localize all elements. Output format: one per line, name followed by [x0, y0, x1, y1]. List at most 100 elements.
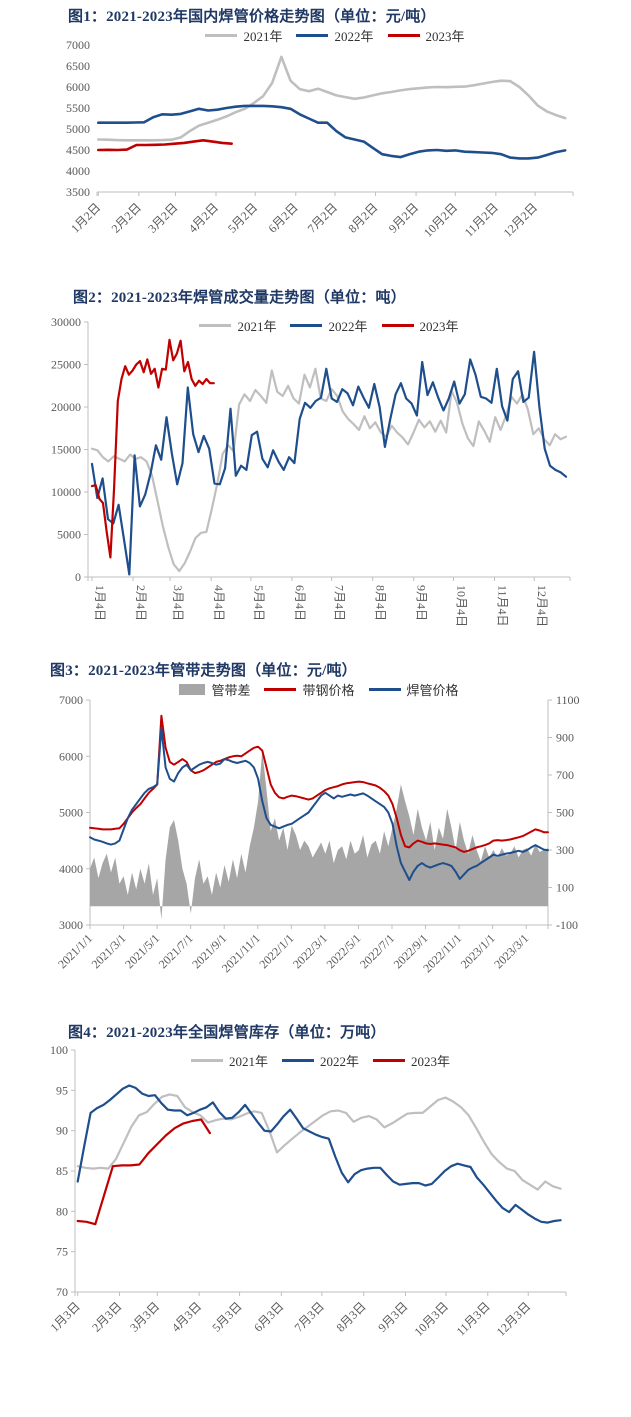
- x-axis-tick-label: 9月3日: [375, 1299, 410, 1334]
- legend-item-带钢价格: 带钢价格: [264, 680, 355, 699]
- legend-item-2022年: 2022年: [281, 1051, 359, 1070]
- y-axis-tick-label: 10000: [51, 485, 81, 499]
- legend-label: 2022年: [328, 319, 368, 334]
- legend-item-2021年: 2021年: [199, 316, 276, 335]
- series-line-带钢价格: [89, 714, 549, 853]
- series-line-2021年: [97, 55, 567, 142]
- x-axis-tick-label: 10月2日: [421, 200, 461, 240]
- y-axis-tick-label: 3000: [59, 918, 83, 932]
- legend-label: 2023年: [411, 1054, 451, 1069]
- x-axis-tick-label: 3月2日: [145, 200, 180, 235]
- x-axis-tick-label: 12月4日: [535, 585, 549, 627]
- x-axis-tick-label: 9月4日: [415, 585, 429, 621]
- x-axis-tick-label: 6月2日: [266, 200, 301, 235]
- legend-label: 2023年: [425, 29, 465, 44]
- legend-label: 2021年: [243, 29, 283, 44]
- x-axis-tick-label: 7月3日: [292, 1299, 327, 1334]
- y-axis-right-tick-label: 900: [556, 731, 574, 745]
- legend-item-焊管价格: 焊管价格: [368, 680, 459, 699]
- legend-swatch-2022年: [281, 1059, 314, 1062]
- x-axis-tick-label: 1月2日: [68, 200, 103, 235]
- legend-item-2022年: 2022年: [290, 316, 368, 335]
- series-line-2022年: [97, 104, 567, 160]
- legend-label: 2022年: [334, 29, 374, 44]
- x-axis-tick-label: 8月3日: [333, 1299, 368, 1334]
- figure-3-legend: 管带差 带钢价格 焊管价格: [90, 680, 548, 699]
- series-line-焊管价格: [89, 727, 549, 881]
- x-axis-tick-label: 5月4日: [252, 585, 266, 621]
- x-axis-tick-label: 11月3日: [454, 1299, 493, 1338]
- x-axis-tick-label: 11月2日: [462, 200, 501, 239]
- figure-3-chart-canvas: 7000 6000 5000 4000 3000 1100 900 700 500 300 100 -…: [55, 693, 580, 975]
- x-axis-tick-label: 5月2日: [225, 200, 260, 235]
- legend-swatch-2022年: [290, 324, 323, 327]
- x-axis-tick-label: 2021/3/1: [89, 931, 129, 971]
- figure-4-title: 图4：2021-2023年全国焊管库存（单位：万吨）: [68, 1025, 386, 1041]
- figure-2-legend: 2021年 2022年 2023年: [88, 316, 570, 335]
- y-axis-tick-label: 20000: [51, 400, 81, 414]
- legend-label: 2023年: [419, 319, 459, 334]
- x-axis-tick-label: 3月3日: [127, 1299, 162, 1334]
- y-axis-tick-label: 95: [56, 1083, 68, 1097]
- legend-swatch-带钢价格: [264, 688, 297, 691]
- figure-1-section: 7000 6500 6000 5500 5000 4500 4000 3500 1月2日 2月2日…: [0, 0, 631, 280]
- x-axis-tick-label: 2021/5/1: [122, 931, 162, 971]
- x-axis-tick-label: 5月3日: [209, 1299, 244, 1334]
- y-axis-tick-label: 4000: [66, 164, 90, 178]
- legend-item-2022年: 2022年: [296, 26, 374, 45]
- x-axis-tick-label: 2月4日: [134, 585, 148, 621]
- figure-4-section: 100 95 90 85 80 75 70 1月3日 2月3日 3月3日 4月3日 5月3日 6月3日 7…: [0, 1015, 631, 1417]
- y-axis-tick-label: 4000: [59, 862, 83, 876]
- x-axis-tick-label: 9月2日: [386, 200, 421, 235]
- y-axis-tick-label: 6000: [59, 749, 83, 763]
- y-axis-tick-label: 5000: [57, 528, 81, 542]
- x-axis-tick-label: 2月2日: [109, 200, 144, 235]
- figure-4-legend: 2021年 2022年 2023年: [75, 1051, 566, 1070]
- legend-item-2021年: 2021年: [205, 26, 282, 45]
- x-axis-tick-label: 10月4日: [454, 585, 468, 627]
- y-axis-tick-label: 80: [56, 1204, 68, 1218]
- figure-2-title: 图2：2021-2023年焊管成交量走势图（单位：吨）: [73, 290, 406, 306]
- x-axis-tick-label: 2023/3/1: [491, 931, 531, 971]
- x-axis-tick-label: 7月4日: [333, 585, 347, 621]
- y-axis-tick-label: 15000: [51, 443, 81, 457]
- x-axis-tick-label: 2月3日: [89, 1299, 124, 1334]
- x-axis-tick-label: 2022/7/1: [357, 931, 397, 971]
- y-axis-right-tick-label: 500: [556, 806, 574, 820]
- y-axis-tick-label: 100: [50, 1043, 68, 1057]
- y-axis-tick-label: 7000: [66, 38, 90, 52]
- series-line-2021年: [76, 1093, 562, 1191]
- y-axis-tick-label: 5500: [66, 101, 90, 115]
- x-axis-tick-label: 4月4日: [212, 585, 226, 621]
- x-axis-tick-label: 2022/3/1: [290, 931, 330, 971]
- y-axis-tick-label: 30000: [51, 315, 81, 329]
- x-axis-tick-label: 2021/7/1: [156, 931, 196, 971]
- y-axis-tick-label: 85: [56, 1164, 68, 1178]
- figure-2-chart-canvas: 30000 25000 20000 15000 10000 5000 0 1月4日 2月4日 3月…: [51, 315, 571, 627]
- x-axis-tick-label: 4月2日: [186, 200, 221, 235]
- x-axis-tick-label: 12月2日: [501, 200, 541, 240]
- series-line-2023年: [90, 338, 215, 559]
- x-axis-tick-label: 8月4日: [374, 585, 388, 621]
- legend-label: 焊管价格: [406, 683, 459, 698]
- series-line-2023年: [76, 1118, 211, 1226]
- y-axis-right-tick-label: 300: [556, 843, 574, 857]
- y-axis-right-tick-label: 1100: [556, 693, 580, 707]
- x-axis-tick-label: 6月4日: [293, 585, 307, 621]
- legend-swatch-2022年: [296, 34, 329, 37]
- figure-3-section: 7000 6000 5000 4000 3000 1100 900 700 500 300 100 -…: [0, 655, 631, 1015]
- series-line-2023年: [97, 139, 233, 152]
- legend-swatch-2023年: [381, 324, 414, 327]
- series-line-2021年: [90, 367, 568, 573]
- x-axis-tick-label: 11月4日: [496, 585, 510, 627]
- x-axis-tick-label: 1月4日: [93, 585, 107, 621]
- legend-item-2023年: 2023年: [373, 1051, 450, 1070]
- x-axis-tick-label: 4月3日: [169, 1299, 204, 1334]
- x-axis-tick-label: 2022/5/1: [323, 931, 363, 971]
- legend-label: 2021年: [237, 319, 277, 334]
- legend-swatch-2023年: [373, 1059, 405, 1062]
- x-axis-tick-label: 10月3日: [411, 1299, 451, 1339]
- legend-swatch-2021年: [205, 34, 238, 37]
